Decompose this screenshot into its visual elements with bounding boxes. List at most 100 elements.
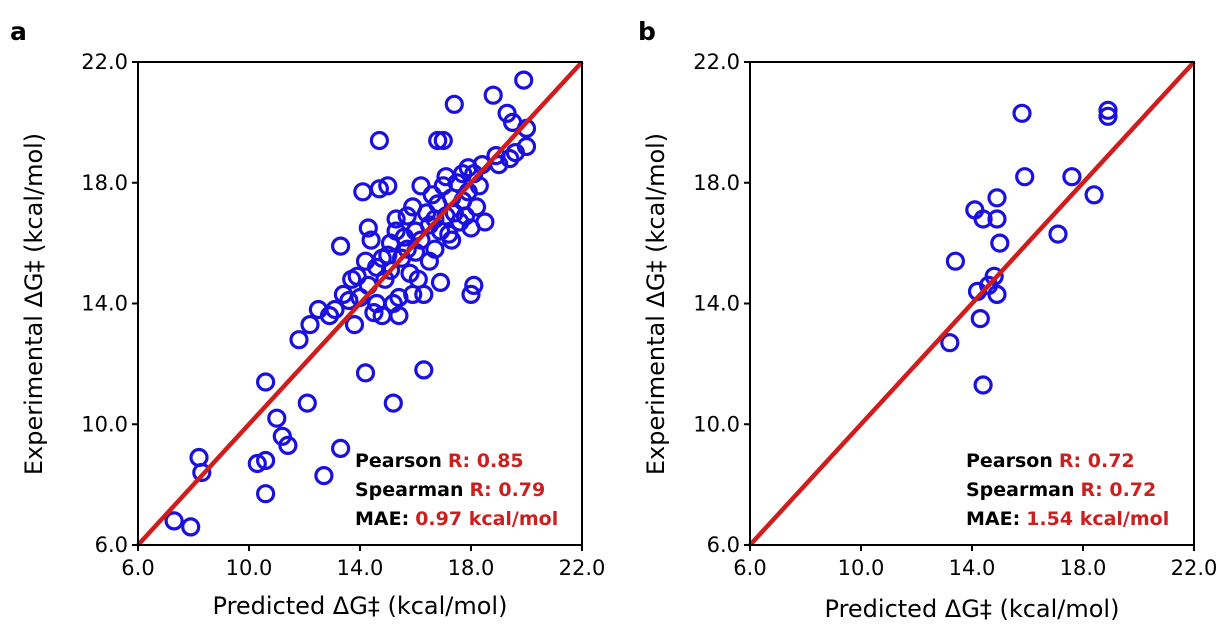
panel-b-y-tick-label: 18.0 bbox=[693, 171, 740, 195]
panel-a-data-point bbox=[358, 218, 378, 238]
panel-a-data-point bbox=[397, 239, 417, 259]
panel-a-data-point bbox=[256, 450, 276, 471]
panel-b-stats-box: Pearson R: 0.72 Spearman R: 0.72 MAE: 1.54 … bbox=[966, 450, 1169, 530]
panel-a-data-point bbox=[433, 130, 453, 151]
panel-a-x-tick-label: 14.0 bbox=[337, 556, 384, 580]
panel-a-data-point bbox=[353, 182, 373, 202]
panel-a-data-point bbox=[247, 453, 267, 474]
panel-a-data-point bbox=[466, 197, 487, 217]
panel-a-data-point bbox=[164, 511, 184, 531]
panel-a-x-tick-label: 6.0 bbox=[121, 556, 154, 580]
panel-b-x-ticks: 6.0 10.0 14.0 18.0 22.0 bbox=[733, 545, 1217, 580]
panel-b-data-point bbox=[987, 209, 1007, 229]
panel-a-data-point bbox=[189, 447, 209, 468]
panel-a-y-tick-label: 18.0 bbox=[81, 171, 128, 195]
panel-a-data-point bbox=[411, 230, 431, 250]
panel-b-y-tick-label: 22.0 bbox=[693, 50, 740, 74]
panel-b-stat-mae-value: 1.54 kcal/mol bbox=[1026, 508, 1169, 530]
panel-a-x-tick-label: 22.0 bbox=[559, 556, 606, 580]
panel-b-stat-pearson: Pearson R: 0.72 bbox=[966, 450, 1135, 472]
panel-a-data-point bbox=[516, 136, 537, 157]
panel-a-data-point bbox=[181, 517, 201, 537]
panel-a-y-axis-label: Experimental ΔG‡ (kcal/mol) bbox=[20, 133, 48, 475]
panel-a-data-point bbox=[267, 408, 287, 428]
panel-a-data-point bbox=[442, 230, 462, 250]
panel-a-data-point bbox=[386, 209, 406, 229]
panel-b-diagonal-line bbox=[748, 60, 1196, 547]
panel-b-x-tick-label: 22.0 bbox=[1171, 556, 1218, 580]
panel-a-data-point bbox=[344, 315, 365, 335]
panel-a: a 6.0 10.0 14.0 18.0 22.0 6.0 10.0 14.0 18.0 22.… bbox=[10, 17, 605, 620]
panel-a-data-point bbox=[300, 315, 320, 335]
panel-a-y-tick-label: 10.0 bbox=[81, 412, 128, 436]
panel-a-data-point bbox=[256, 372, 276, 392]
panel-b-data-point bbox=[970, 309, 990, 329]
panel-b-stat-spearman-value: R: 0.72 bbox=[1081, 479, 1157, 501]
panel-a-data-point bbox=[355, 363, 376, 383]
panel-b-stat-pearson-value: R: 0.72 bbox=[1059, 450, 1135, 472]
panel-a-stat-spearman-key: Spearman bbox=[355, 479, 464, 501]
panel-a-stat-spearman-value: R: 0.79 bbox=[470, 479, 546, 501]
panel-b-data-point bbox=[984, 266, 1004, 286]
panel-a-data-point bbox=[361, 230, 381, 250]
panel-a-stat-mae-key: MAE: bbox=[355, 508, 409, 530]
panel-a-stat-mae-value: 0.97 kcal/mol bbox=[415, 508, 558, 530]
panel-a-stat-spearman: Spearman R: 0.79 bbox=[355, 479, 545, 501]
panel-b-data-point bbox=[1098, 100, 1118, 120]
panel-b-data-point bbox=[973, 375, 993, 395]
panel-b-x-tick-label: 10.0 bbox=[838, 556, 885, 580]
panel-a-stat-pearson-value: R: 0.85 bbox=[448, 450, 524, 472]
panel-letter-a: a bbox=[10, 17, 27, 46]
panel-b-data-point bbox=[940, 333, 960, 353]
panel-a-data-point bbox=[430, 272, 451, 292]
panel-a-data-point bbox=[314, 466, 334, 486]
panel-a-data-point bbox=[469, 176, 489, 196]
panel-a-y-ticks: 6.0 10.0 14.0 18.0 22.0 bbox=[81, 50, 138, 557]
panel-a-data-point bbox=[364, 303, 384, 323]
panel-a-data-point bbox=[378, 176, 398, 196]
panel-b-data-point bbox=[1062, 167, 1082, 187]
panel-a-data-point bbox=[331, 236, 351, 256]
panel-a-data-point bbox=[347, 266, 367, 286]
panel-a-data-point bbox=[389, 306, 409, 326]
panel-b-data-point bbox=[987, 284, 1007, 304]
panel-a-data-point bbox=[425, 239, 445, 259]
panel-b: b 6.0 10.0 14.0 18.0 22.0 6.0 10.0 14.0 18.0 22.… bbox=[638, 17, 1217, 623]
panel-b-data-point bbox=[990, 233, 1010, 253]
panel-b-stat-spearman: Spearman R: 0.72 bbox=[966, 479, 1156, 501]
panel-a-diagonal-line bbox=[136, 60, 584, 547]
panel-b-y-axis-label: Experimental ΔG‡ (kcal/mol) bbox=[642, 133, 670, 475]
panel-a-data-point bbox=[369, 130, 389, 151]
panel-b-y-tick-label: 6.0 bbox=[707, 533, 740, 557]
panel-a-x-axis-label: Predicted ΔG‡ (kcal/mol) bbox=[213, 592, 508, 620]
panel-a-stats-box: Pearson R: 0.85 Spearman R: 0.79 MAE: 0.97 … bbox=[355, 450, 558, 530]
panel-a-data-point bbox=[444, 94, 464, 114]
panel-a-data-point bbox=[483, 85, 503, 105]
panel-a-data-point bbox=[428, 130, 448, 151]
panel-b-x-axis-label: Predicted ΔG‡ (kcal/mol) bbox=[825, 595, 1120, 623]
panel-b-x-tick-label: 6.0 bbox=[733, 556, 766, 580]
panel-b-x-tick-label: 14.0 bbox=[949, 556, 996, 580]
panel-a-data-point bbox=[331, 438, 351, 458]
panel-a-data-point bbox=[297, 393, 317, 413]
panel-a-data-point bbox=[464, 275, 484, 295]
panel-a-data-point bbox=[256, 484, 276, 504]
panel-a-x-ticks: 6.0 10.0 14.0 18.0 22.0 bbox=[121, 545, 605, 580]
panel-a-x-tick-label: 18.0 bbox=[448, 556, 495, 580]
panel-b-data-point bbox=[973, 209, 993, 229]
panel-b-y-tick-label: 10.0 bbox=[693, 412, 740, 436]
panel-a-data-point bbox=[383, 393, 403, 413]
panel-a-data-point bbox=[369, 179, 389, 199]
panel-a-data-point bbox=[339, 290, 359, 311]
panel-a-stat-pearson-key: Pearson bbox=[355, 450, 442, 472]
panel-a-data-point bbox=[278, 435, 298, 455]
panel-b-x-tick-label: 18.0 bbox=[1060, 556, 1107, 580]
panel-letter-b: b bbox=[638, 17, 656, 46]
panel-b-data-point bbox=[1015, 167, 1035, 187]
panel-b-y-ticks: 6.0 10.0 14.0 18.0 22.0 bbox=[693, 50, 750, 557]
panel-b-stat-mae-key: MAE: bbox=[966, 508, 1020, 530]
panel-a-data-points bbox=[164, 70, 537, 537]
panel-b-data-points bbox=[940, 100, 1118, 395]
panel-a-data-point bbox=[289, 330, 309, 350]
